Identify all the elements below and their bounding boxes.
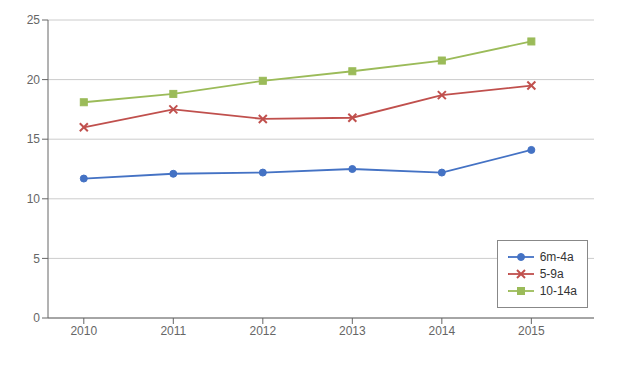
svg-text:0: 0 <box>33 311 40 325</box>
svg-text:5: 5 <box>33 252 40 266</box>
svg-text:2013: 2013 <box>339 324 366 338</box>
svg-text:2012: 2012 <box>249 324 276 338</box>
html-text:5-9a: 5-9a <box>539 267 564 281</box>
svg-text:20: 20 <box>27 73 41 87</box>
svg-text:25: 25 <box>27 13 41 27</box>
svg-text:2015: 2015 <box>518 324 545 338</box>
html-text:6m-4a: 6m-4a <box>539 250 574 264</box>
svg-text:10: 10 <box>27 192 41 206</box>
svg-text:2014: 2014 <box>428 324 455 338</box>
svg-text:2011: 2011 <box>160 324 186 338</box>
svg-text:15: 15 <box>27 132 41 146</box>
svg-text:2010: 2010 <box>70 324 97 338</box>
html-text:10-14a: 10-14a <box>539 284 577 298</box>
